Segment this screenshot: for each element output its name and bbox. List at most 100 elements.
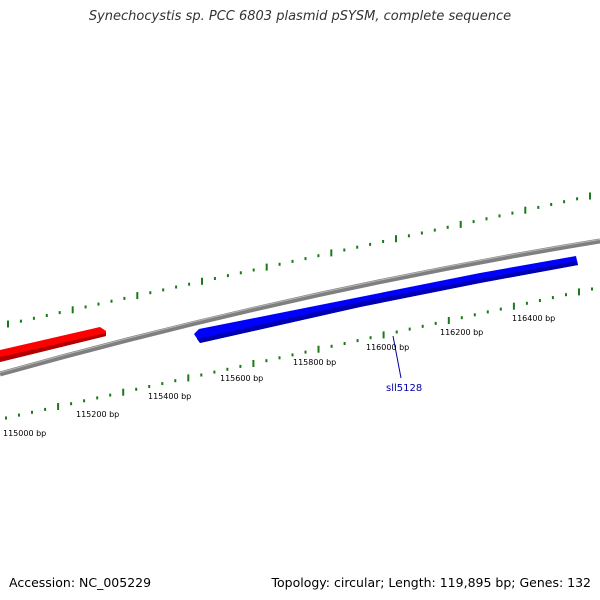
minor-tick xyxy=(304,350,307,354)
map-title: Synechocystis sp. PCC 6803 plasmid pSYSM… xyxy=(88,9,512,24)
major-tick xyxy=(57,403,60,410)
major-tick xyxy=(395,235,397,243)
minor-tick xyxy=(31,410,33,414)
minor-tick xyxy=(70,402,73,406)
sequence-backbone-highlight xyxy=(0,239,600,373)
minor-tick xyxy=(96,396,99,400)
minor-tick xyxy=(304,257,307,261)
minor-tick xyxy=(421,324,424,328)
accession-label: Accession: NC_005229 xyxy=(9,575,152,590)
minor-tick xyxy=(356,339,359,343)
major-tick xyxy=(122,388,125,396)
position-label: 116200 bp xyxy=(440,328,483,337)
inner-tick-track xyxy=(5,287,593,420)
minor-tick xyxy=(434,321,437,325)
minor-tick xyxy=(537,205,540,209)
minor-tick xyxy=(226,274,229,278)
position-label: 116000 bp xyxy=(366,343,409,352)
sequence-backbone xyxy=(0,238,600,377)
minor-tick xyxy=(460,316,463,320)
position-label: 115000 bp xyxy=(3,429,46,438)
minor-tick xyxy=(472,220,475,224)
position-label: 115200 bp xyxy=(76,410,119,419)
minor-tick xyxy=(291,353,294,357)
minor-tick xyxy=(265,359,268,363)
minor-tick xyxy=(550,203,553,206)
minor-tick xyxy=(317,254,320,258)
topology-info: Topology: circular; Length: 119,895 bp; … xyxy=(271,575,592,590)
minor-tick xyxy=(551,296,554,300)
major-tick xyxy=(317,345,320,353)
minor-tick xyxy=(175,285,178,289)
major-tick xyxy=(136,292,139,300)
position-label: 115800 bp xyxy=(293,358,336,367)
minor-tick xyxy=(565,293,567,297)
position-label: 116400 bp xyxy=(512,314,555,323)
major-tick xyxy=(524,206,527,214)
position-labels: 115000 bp 115200 bp 115400 bp 115600 bp 1158… xyxy=(3,314,555,438)
minor-tick xyxy=(149,291,152,295)
minor-tick xyxy=(5,416,7,420)
gene-label-connector xyxy=(392,335,402,379)
gene-label-sll5128[interactable]: sll5128 xyxy=(386,383,422,394)
minor-tick xyxy=(162,288,165,292)
minor-tick xyxy=(343,342,346,345)
minor-tick xyxy=(110,299,113,303)
minor-tick xyxy=(252,268,255,272)
minor-tick xyxy=(123,296,126,300)
minor-tick xyxy=(395,330,398,334)
minor-tick xyxy=(356,245,359,249)
minor-tick xyxy=(97,302,100,306)
minor-tick xyxy=(239,364,242,368)
major-tick xyxy=(589,192,591,200)
major-tick xyxy=(382,331,385,339)
major-tick xyxy=(187,374,190,382)
minor-tick xyxy=(446,225,449,229)
minor-tick xyxy=(188,282,191,286)
minor-tick xyxy=(19,319,22,323)
gene-forward-arrow-shade xyxy=(0,333,106,362)
minor-tick xyxy=(407,234,410,238)
major-tick xyxy=(447,317,450,324)
minor-tick xyxy=(84,305,87,309)
minor-tick xyxy=(369,336,372,340)
minor-tick xyxy=(18,413,20,417)
minor-tick xyxy=(174,379,177,383)
minor-tick xyxy=(45,314,48,317)
major-tick xyxy=(201,277,203,285)
minor-tick xyxy=(525,301,528,305)
minor-tick xyxy=(591,287,593,291)
minor-tick xyxy=(278,262,281,266)
minor-tick xyxy=(278,356,281,360)
gene-sll5128-arrow-shade xyxy=(197,261,578,343)
minor-tick xyxy=(473,313,476,317)
outer-tick-track xyxy=(7,192,591,328)
minor-tick xyxy=(343,248,346,252)
minor-tick xyxy=(330,344,333,348)
minor-tick xyxy=(486,310,489,314)
major-tick xyxy=(265,263,268,271)
minor-tick xyxy=(109,393,112,397)
minor-tick xyxy=(291,259,294,263)
minor-tick xyxy=(83,399,86,403)
minor-tick xyxy=(213,277,216,280)
major-tick xyxy=(459,220,462,228)
minor-tick xyxy=(563,200,566,204)
minor-tick xyxy=(485,217,488,221)
major-tick xyxy=(512,302,515,310)
minor-tick xyxy=(576,197,579,201)
major-tick xyxy=(578,288,580,296)
minor-tick xyxy=(161,382,164,386)
minor-tick xyxy=(148,385,151,388)
minor-tick xyxy=(369,242,372,246)
major-tick xyxy=(252,360,255,367)
minor-tick xyxy=(239,271,242,275)
minor-tick xyxy=(135,387,138,391)
position-label: 115400 bp xyxy=(148,392,191,401)
major-tick xyxy=(71,306,74,314)
minor-tick xyxy=(408,327,411,331)
minor-tick xyxy=(382,240,385,243)
minor-tick xyxy=(511,211,514,215)
minor-tick xyxy=(420,231,423,235)
